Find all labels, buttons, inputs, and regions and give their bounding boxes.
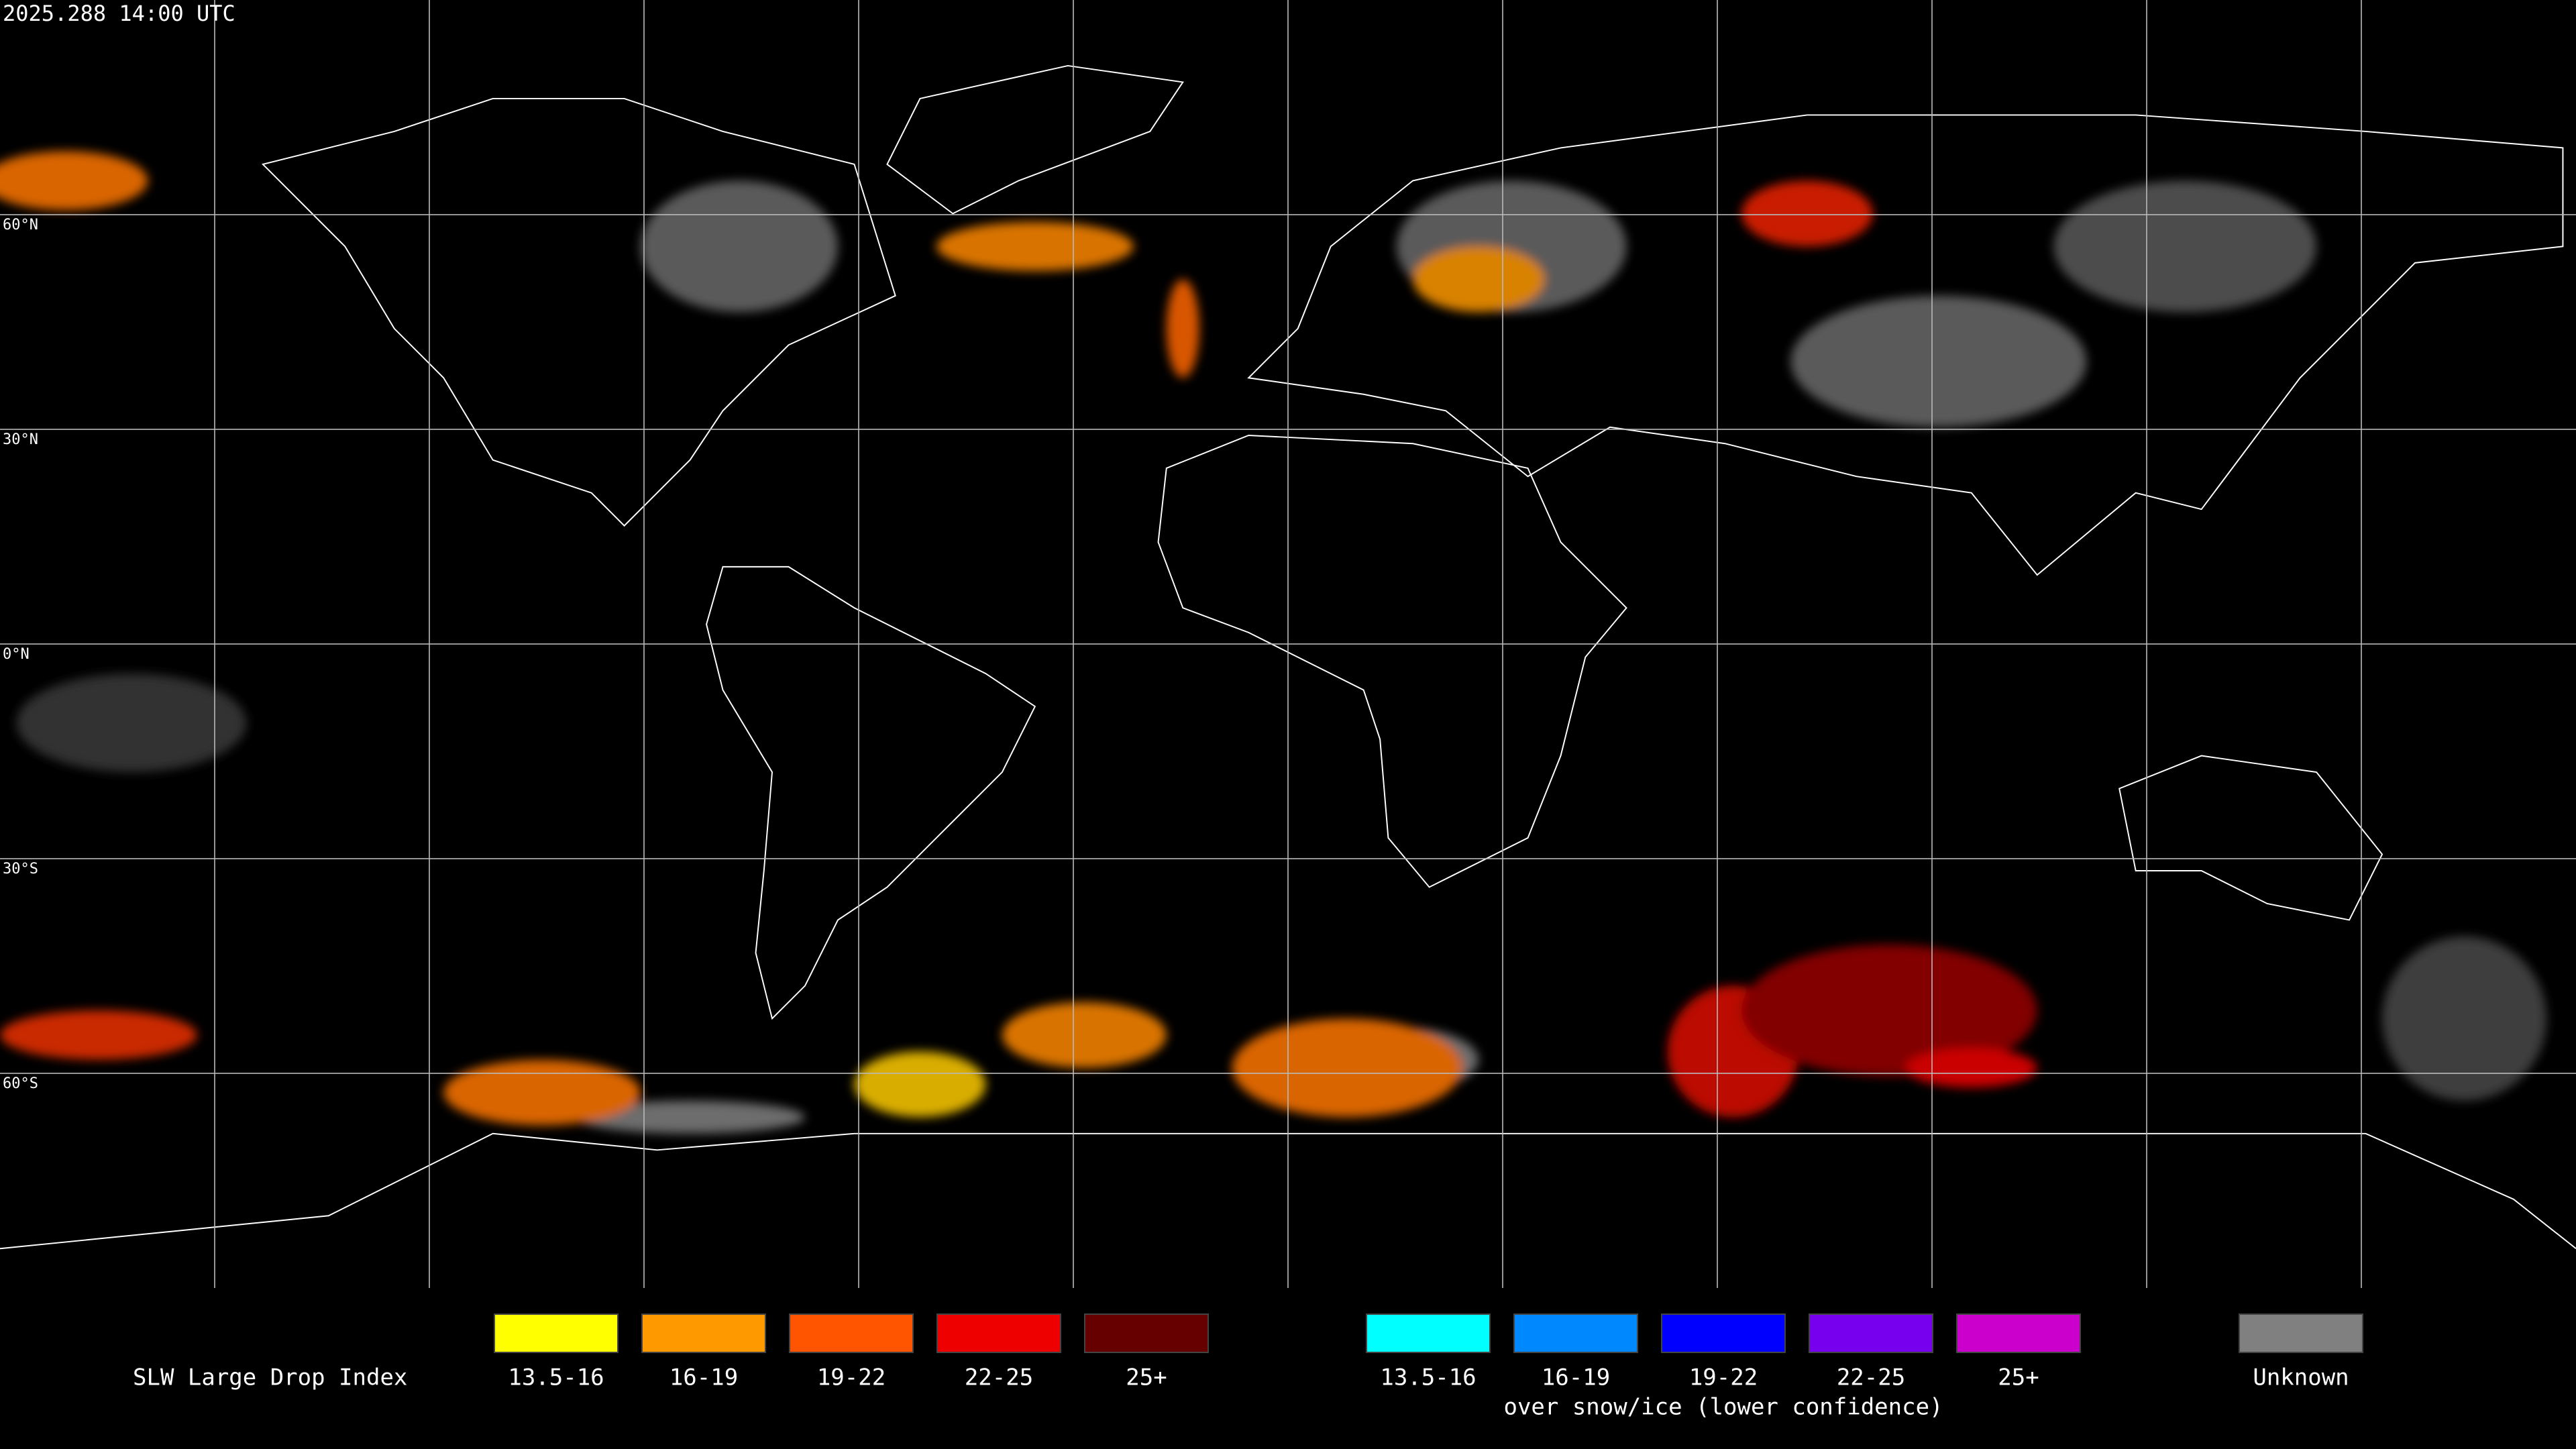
legend-swatch [641, 1313, 766, 1353]
legend-label: 25+ [1126, 1364, 1167, 1391]
legend-swatch [2239, 1313, 2363, 1353]
legend-swatch [936, 1313, 1061, 1353]
legend-label: 16-19 [669, 1364, 738, 1391]
legend-label: 16-19 [1542, 1364, 1610, 1391]
legend-label: 19-22 [1689, 1364, 1758, 1391]
legend-swatch [1366, 1313, 1491, 1353]
legend-swatch [494, 1313, 619, 1353]
legend-swatch [1956, 1313, 2081, 1353]
coastlines [0, 64, 2576, 1250]
legend-label: 13.5-16 [508, 1364, 604, 1391]
graticule: 60°N 30°N 0°N 30°S 60°S [0, 0, 2576, 1288]
legend-swatch [789, 1313, 914, 1353]
legend-swatch [1661, 1313, 1786, 1353]
map-imagery [0, 64, 2576, 1250]
latitude-label: 30°N [3, 431, 38, 448]
latitude-label: 60°S [3, 1075, 38, 1092]
legend-swatch [1084, 1313, 1209, 1353]
legend-swatch [1513, 1313, 1638, 1353]
latitude-label: 0°N [3, 646, 30, 663]
timestamp: 2025.288 14:00 UTC [3, 1, 235, 26]
legend-label: 22-25 [1837, 1364, 1905, 1391]
legend-label: Unknown [2253, 1364, 2349, 1391]
legend-swatch [1809, 1313, 1933, 1353]
latitude-label: 30°S [3, 861, 38, 877]
latitude-label: 60°N [3, 217, 38, 233]
legend-label: 25+ [1998, 1364, 2039, 1391]
legend-title: SLW Large Drop Index [133, 1364, 407, 1391]
legend-label: 22-25 [965, 1364, 1033, 1391]
legend-label: 13.5-16 [1380, 1364, 1476, 1391]
legend-label: 19-22 [817, 1364, 885, 1391]
legend-caption: over snow/ice (lower confidence) [1503, 1394, 1943, 1421]
cloud-patches [0, 151, 2546, 1134]
legend: 13.5-16 16-19 19-22 22-25 25+ 13.5-16 16-19 19-… [494, 1313, 2363, 1421]
